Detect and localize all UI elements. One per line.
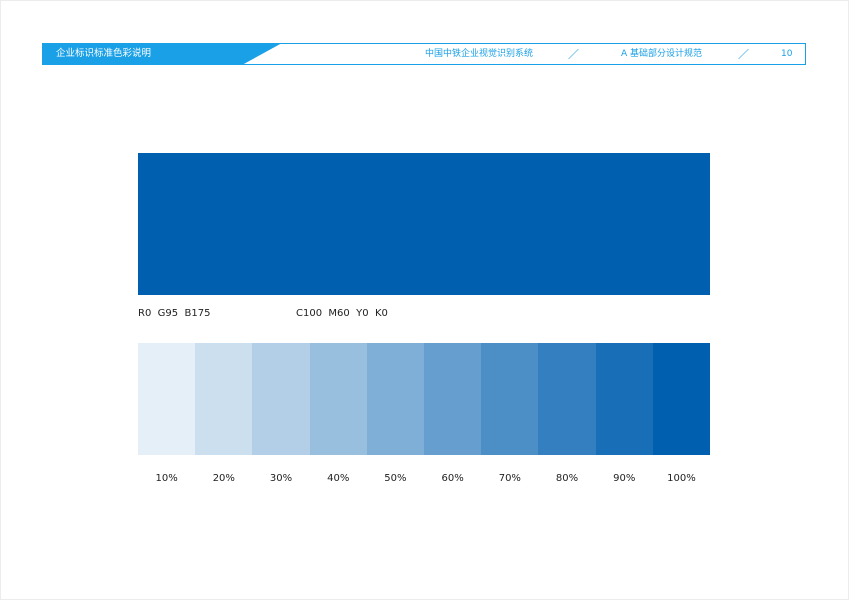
tint-swatch-30 [252,343,310,455]
tint-label-100: 100% [667,473,696,484]
tint-label-10: 10% [155,473,178,484]
tint-label-90: 90% [613,473,636,484]
tint-label-50: 50% [384,473,407,484]
tint-swatch-60 [424,343,482,455]
header-divider-slash [738,48,749,60]
tint-label-60: 60% [441,473,464,484]
tint-label-30: 30% [269,473,293,484]
section-tab-slant [242,43,282,65]
tint-scale-strip [138,343,711,455]
tint-swatch-70 [481,343,539,455]
tint-swatch-40 [309,343,367,455]
tint-label-70: 70% [498,473,521,484]
section-title: 企业标识标准色彩说明 [42,43,242,65]
page-number: 10 [781,49,793,59]
tint-swatch-10 [138,343,196,455]
tint-label-40: 40% [327,473,350,484]
tint-swatch-80 [538,343,596,455]
tint-label-20: 20% [212,473,235,484]
system-name: 中国中铁企业视觉识别系统 [425,49,534,59]
tint-swatch-20 [195,343,253,455]
header-divider-slash [568,48,579,60]
tint-swatch-90 [595,343,653,455]
tint-scale-labels: 10% 20% 30% 40% 50% 60% 70% 80% 90% 100% [138,473,710,487]
tint-label-80: 80% [555,473,579,484]
tint-swatch-100 [652,343,711,455]
chapter-title: A 基础部分设计规范 [621,49,703,59]
page-header: 企业标识标准色彩说明 中国中铁企业视觉识别系统 A 基础部分设计规范 10 [42,43,806,65]
rgb-value-label: R0 G95 B175 [138,308,211,319]
cmyk-value-label: C100 M60 Y0 K0 [296,308,388,319]
tint-swatch-50 [366,343,425,455]
standard-color-swatch [138,153,710,295]
